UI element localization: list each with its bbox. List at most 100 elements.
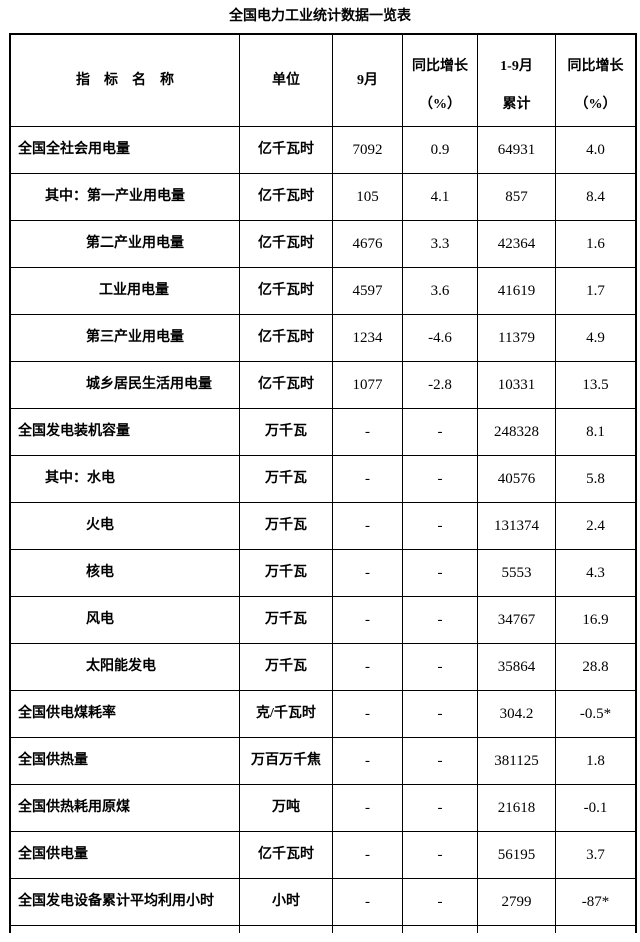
indicator-cell: 核电 <box>11 550 240 596</box>
cumulative-value-cell: 34767 <box>478 597 556 643</box>
indicator-cell: 火电 <box>11 503 240 549</box>
page: 全国电力工业统计数据一览表 指 标 名 称 单位 9月 同比增长 （%） 1-9… <box>0 9 640 933</box>
indicator-label: 其中：水电 <box>45 471 115 486</box>
yoy-month-value-cell: - <box>403 738 478 784</box>
cumulative-value-cell: 21618 <box>478 785 556 831</box>
month-value-cell: - <box>333 456 403 502</box>
unit-cell: 万千瓦 <box>240 409 333 455</box>
table-row: 太阳能发电 万千瓦 - - 35864 28.8 <box>11 644 635 691</box>
header-yoy-growth-cumulative-line1: 同比增长 <box>567 59 624 74</box>
cumulative-value-cell: 35864 <box>478 644 556 690</box>
table-row: 火电 万千瓦 - - 131374 2.4 <box>11 503 635 550</box>
indicator-label: 城乡居民生活用电量 <box>86 377 212 392</box>
unit-cell: 亿千瓦时 <box>240 315 333 361</box>
yoy-cumulative-value-cell: -0.5* <box>579 706 612 722</box>
indicator-label: 第三产业用电量 <box>86 330 184 345</box>
yoy-cumulative-value-cell: -87* <box>581 894 610 910</box>
indicator-cell: 工业用电量 <box>11 268 240 314</box>
yoy-cumulative-value-cell: 1.7 <box>586 283 605 299</box>
table-row: 全国发电设备累计平均利用小时 小时 - - 2799 -87* <box>11 879 635 926</box>
month-value-cell: 4676 <box>333 221 403 267</box>
table-header-row: 指 标 名 称 单位 9月 同比增长 （%） 1-9月 累计 同比增长 （%） <box>11 35 635 127</box>
stats-table: 指 标 名 称 单位 9月 同比增长 （%） 1-9月 累计 同比增长 （%） … <box>9 33 637 933</box>
cumulative-value-cell: 64931 <box>478 127 556 173</box>
indicator-label: 风电 <box>86 612 114 627</box>
indicator-cell: 城乡居民生活用电量 <box>11 362 240 408</box>
yoy-month-value-cell: -2.8 <box>403 362 478 408</box>
indicator-cell: 太阳能发电 <box>11 644 240 690</box>
table-row: 工业用电量 亿千瓦时 4597 3.6 41619 1.7 <box>11 268 635 315</box>
header-unit: 单位 <box>240 35 333 126</box>
header-indicator-name: 指 标 名 称 <box>11 35 240 126</box>
yoy-cumulative-value-cell <box>556 926 635 933</box>
table-row: 全国供电量 亿千瓦时 - - 56195 3.7 <box>11 832 635 879</box>
unit-cell: 亿千瓦时 <box>240 362 333 408</box>
unit-cell: 亿千瓦时 <box>240 221 333 267</box>
yoy-cumulative-value-cell: 1.6 <box>586 236 605 252</box>
indicator-cell: 全国供电煤耗率 <box>11 691 240 737</box>
cumulative-value-cell: 857 <box>478 174 556 220</box>
indicator-label: 火电 <box>86 518 114 533</box>
header-yoy-growth-cumulative: 同比增长 （%） <box>556 35 635 126</box>
indicator-label: 全国供热量 <box>18 753 88 768</box>
table-row: 全国全社会用电量 亿千瓦时 7092 0.9 64931 4.0 <box>11 127 635 174</box>
table-row-partial <box>11 926 635 933</box>
unit-cell: 万千瓦 <box>240 550 333 596</box>
yoy-month-value-cell: 3.3 <box>403 221 478 267</box>
cumulative-value-cell: 381125 <box>478 738 556 784</box>
yoy-month-value-cell: - <box>403 503 478 549</box>
indicator-label: 太阳能发电 <box>86 659 156 674</box>
month-value-cell: - <box>333 738 403 784</box>
table-row: 全国发电装机容量 万千瓦 - - 248328 8.1 <box>11 409 635 456</box>
table-row: 核电 万千瓦 - - 5553 4.3 <box>11 550 635 597</box>
table-row: 第三产业用电量 亿千瓦时 1234 -4.6 11379 4.9 <box>11 315 635 362</box>
unit-cell: 亿千瓦时 <box>240 127 333 173</box>
indicator-cell: 其中：第一产业用电量 <box>11 174 240 220</box>
cumulative-value-cell: 11379 <box>478 315 556 361</box>
month-value-cell: 7092 <box>333 127 403 173</box>
table-row: 第二产业用电量 亿千瓦时 4676 3.3 42364 1.6 <box>11 221 635 268</box>
unit-cell: 万千瓦 <box>240 644 333 690</box>
cumulative-value-cell: 40576 <box>478 456 556 502</box>
indicator-label: 核电 <box>86 565 114 580</box>
header-cumulative-line1: 1-9月 <box>500 59 533 74</box>
unit-cell: 亿千瓦时 <box>240 174 333 220</box>
header-yoy-growth-month-line1: 同比增长 <box>412 59 468 74</box>
indicator-label: 第二产业用电量 <box>86 236 184 251</box>
header-yoy-growth-month: 同比增长 （%） <box>403 35 478 126</box>
indicator-label: 全国供电量 <box>18 847 88 862</box>
indicator-cell: 全国全社会用电量 <box>11 127 240 173</box>
yoy-cumulative-value-cell: 3.7 <box>586 847 605 863</box>
yoy-cumulative-value-cell: -0.1 <box>583 800 608 816</box>
indicator-cell: 全国供热耗用原煤 <box>11 785 240 831</box>
yoy-cumulative-value-cell: 4.3 <box>586 565 605 581</box>
indicator-label: 全国发电设备累计平均利用小时 <box>18 894 214 909</box>
unit-cell: 万百万千焦 <box>240 738 333 784</box>
month-value-cell: - <box>333 879 403 925</box>
yoy-month-value-cell: - <box>403 456 478 502</box>
yoy-month-value-cell: 0.9 <box>403 127 478 173</box>
yoy-cumulative-value-cell: 8.1 <box>586 424 605 440</box>
indicator-cell: 第二产业用电量 <box>11 221 240 267</box>
header-yoy-growth-month-line2: （%） <box>419 97 461 112</box>
cumulative-value-cell <box>478 926 556 933</box>
cumulative-value-cell: 10331 <box>478 362 556 408</box>
indicator-label: 其中：第一产业用电量 <box>45 189 185 204</box>
unit-cell: 亿千瓦时 <box>240 832 333 878</box>
month-value-cell: - <box>333 503 403 549</box>
header-cumulative-line2: 累计 <box>502 97 531 112</box>
yoy-month-value-cell: - <box>403 832 478 878</box>
unit-cell <box>240 926 333 933</box>
indicator-label: 工业用电量 <box>99 283 169 298</box>
indicator-cell: 全国供电量 <box>11 832 240 878</box>
month-value-cell: - <box>333 644 403 690</box>
unit-cell: 万千瓦 <box>240 503 333 549</box>
month-value-cell: 1234 <box>333 315 403 361</box>
cumulative-value-cell: 5553 <box>478 550 556 596</box>
indicator-label: 全国发电装机容量 <box>18 424 130 439</box>
month-value-cell: 1077 <box>333 362 403 408</box>
yoy-month-value-cell: 3.6 <box>403 268 478 314</box>
yoy-month-value-cell: -4.6 <box>403 315 478 361</box>
unit-cell: 亿千瓦时 <box>240 268 333 314</box>
table-body: 全国全社会用电量 亿千瓦时 7092 0.9 64931 4.0 其中：第一产业… <box>11 127 635 933</box>
